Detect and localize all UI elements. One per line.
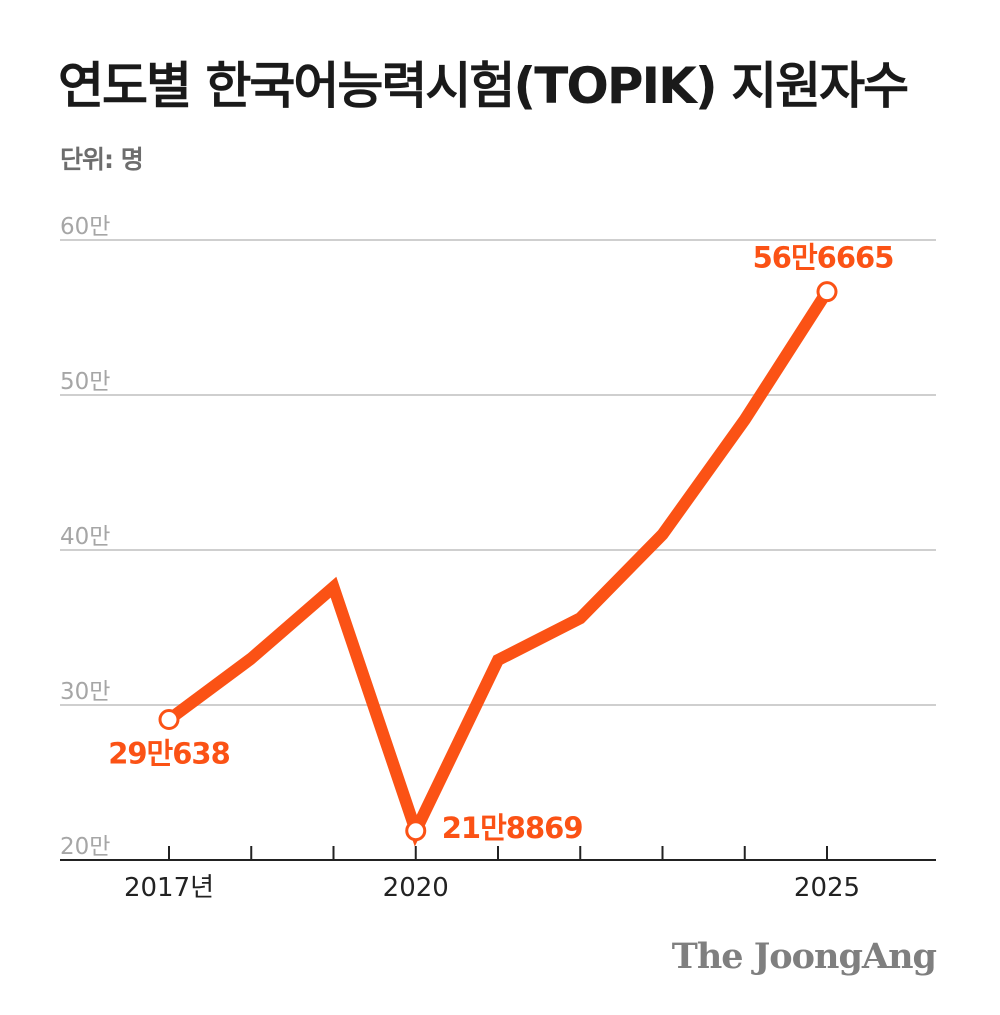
data-label: 56만6665	[753, 241, 894, 275]
chart-title: 연도별 한국어능력시험(TOPIK) 지원자수	[58, 57, 909, 115]
data-point-marker	[816, 281, 838, 303]
data-label: 21만8869	[442, 811, 583, 845]
brand-logo: The JoongAng	[671, 936, 937, 977]
x-tick-label: 2025	[794, 873, 860, 903]
unit-label: 단위: 명	[60, 145, 144, 174]
x-tick-label: 2017년	[124, 873, 214, 903]
y-tick-label: 50만	[60, 369, 110, 395]
y-tick-label: 30만	[60, 679, 110, 705]
data-point-marker	[405, 820, 427, 842]
data-label: 29만638	[108, 737, 230, 771]
y-tick-label: 20만	[60, 834, 110, 860]
y-tick-label: 40만	[60, 524, 110, 550]
series-line	[165, 288, 833, 847]
data-point-marker	[158, 709, 180, 731]
x-tick-label: 2020	[383, 873, 449, 903]
y-tick-label: 60만	[60, 214, 110, 240]
